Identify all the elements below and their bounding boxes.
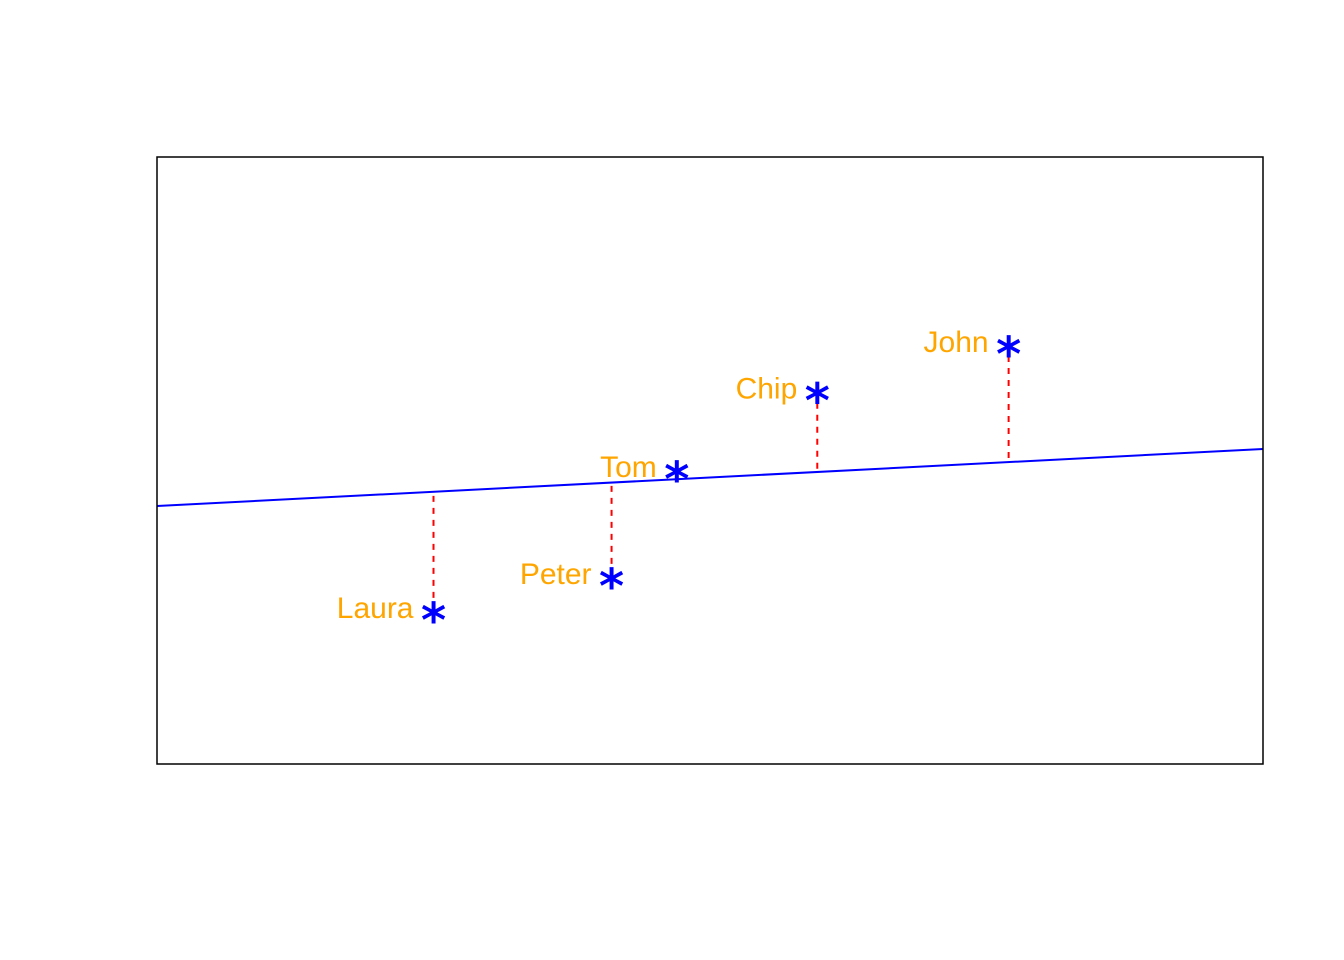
data-point-chip: * [805,374,830,430]
plot-labels: *Laura *Peter*Tom*Chip*John [337,326,1021,649]
point-label-john: John [924,326,989,359]
regression-line [157,447,1263,508]
point-label-laura: Laura [337,592,414,625]
point-label-peter: Peter [520,558,592,591]
data-point-laura: * [421,593,446,649]
point-label-tom: Tom [600,451,657,484]
plot-content [157,343,1263,610]
point-label-chip: Chip [736,373,798,406]
data-point-john: * [996,327,1021,383]
data-point-peter: * [599,559,624,615]
data-point-tom: * [664,452,689,508]
plot-frame [156,156,1264,765]
